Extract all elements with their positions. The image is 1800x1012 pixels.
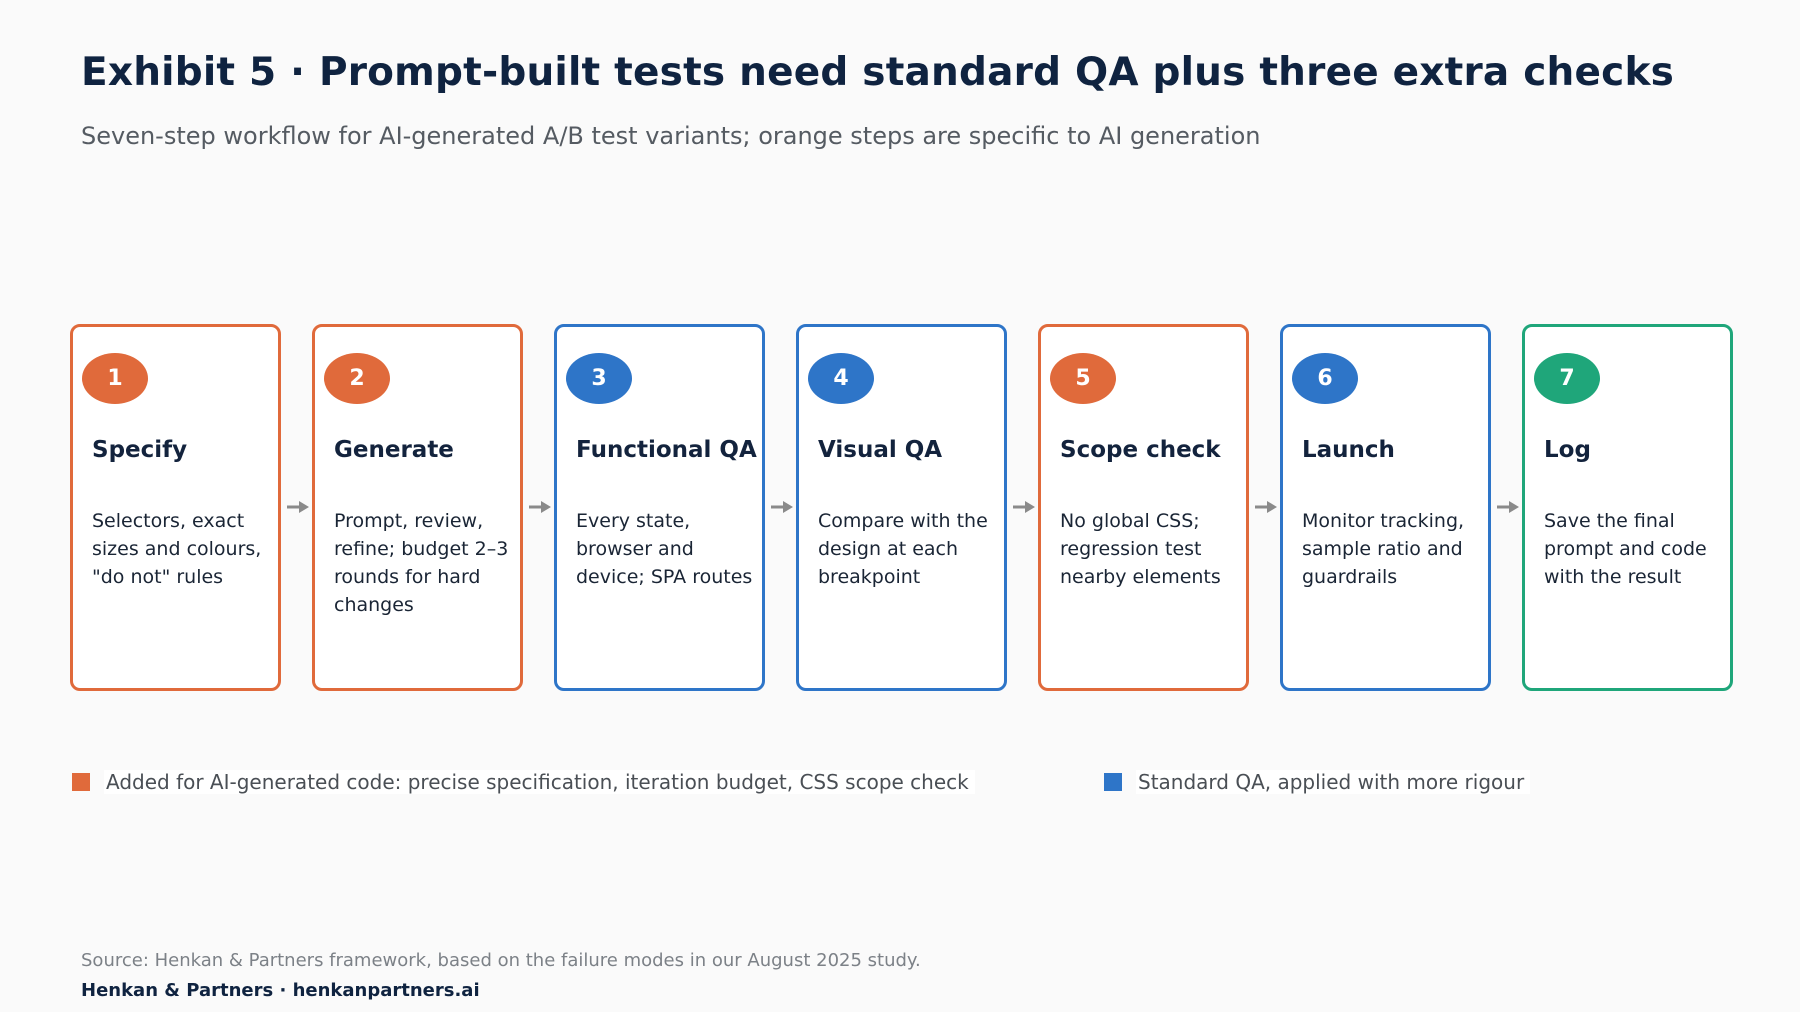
step-description: Save the final prompt and code with the … (1544, 510, 1707, 588)
flow-arrow-icon (1013, 501, 1035, 513)
step-card-4: 4 Visual QA Compare with the design at eac… (796, 324, 1007, 691)
step-description: Compare with the design at each breakpoi… (818, 510, 988, 588)
legend-item-standard: Standard QA, applied with more rigour (1104, 768, 1531, 796)
flow-arrow-icon (1497, 501, 1519, 513)
exhibit-subtitle: Seven-step workflow for AI-generated A/B… (81, 122, 1261, 150)
legend-label-ai: Added for AI-generated code: precise spe… (104, 770, 975, 794)
legend-item-ai: Added for AI-generated code: precise spe… (72, 768, 975, 796)
brand-footer: Henkan & Partners · henkanpartners.ai (81, 980, 480, 1001)
step-description: Prompt, review, refine; budget 2–3 round… (334, 510, 509, 616)
step-card-6: 6 Launch Monitor tracking, sample ratio an… (1280, 324, 1491, 691)
step-card-7: 7 Log Save the final prompt and code with … (1522, 324, 1733, 691)
step-number-badge: 6 (1292, 353, 1358, 404)
step-number-badge: 5 (1050, 353, 1116, 404)
flow-arrow-icon (771, 501, 793, 513)
step-description: Every state, browser and device; SPA rou… (576, 510, 753, 588)
step-name: Visual QA (818, 437, 943, 463)
legend-swatch-ai (72, 773, 90, 791)
step-card-2: 2 Generate Prompt, review, refine; budget … (312, 324, 523, 691)
step-card-3: 3 Functional QA Every state, browser and d… (554, 324, 765, 691)
step-name: Specify (92, 437, 188, 463)
step-number-badge: 3 (566, 353, 632, 404)
step-description: Monitor tracking, sample ratio and guard… (1302, 510, 1465, 588)
step-number-badge: 1 (82, 353, 148, 404)
flow-arrow-icon (287, 501, 309, 513)
step-card-5: 5 Scope check No global CSS; regression te… (1038, 324, 1249, 691)
legend-swatch-standard (1104, 773, 1122, 791)
step-number-badge: 4 (808, 353, 874, 404)
step-name: Scope check (1060, 437, 1221, 463)
step-number-badge: 7 (1534, 353, 1600, 404)
step-description: Selectors, exact sizes and colours, "do … (92, 510, 262, 588)
step-name: Generate (334, 437, 454, 463)
step-name: Launch (1302, 437, 1395, 463)
step-card-1: 1 Specify Selectors, exact sizes and colou… (70, 324, 281, 691)
step-description: No global CSS; regression test nearby el… (1060, 510, 1221, 588)
flow-arrow-icon (529, 501, 551, 513)
step-name: Functional QA (576, 437, 757, 463)
source-note: Source: Henkan & Partners framework, bas… (81, 950, 921, 971)
exhibit-title: Exhibit 5 · Prompt-built tests need stan… (81, 50, 1675, 95)
flow-arrow-icon (1255, 501, 1277, 513)
legend-label-standard: Standard QA, applied with more rigour (1136, 770, 1531, 794)
step-number-badge: 2 (324, 353, 390, 404)
step-name: Log (1544, 437, 1591, 463)
